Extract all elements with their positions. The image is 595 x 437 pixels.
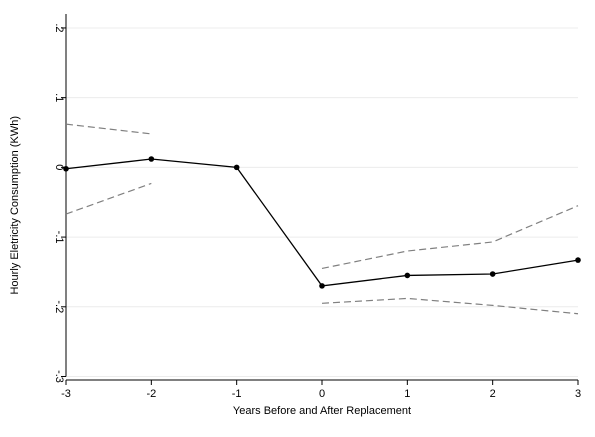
x-tick-label: -2 <box>146 388 156 400</box>
tick-labels: -.3 -.2 -.1 0 .1 .2 -3 -2 -1 0 1 2 3 <box>53 23 581 400</box>
y-tick-label: .2 <box>53 23 65 32</box>
lower-ci-line <box>65 182 152 215</box>
y-tick-label: -.1 <box>53 231 65 244</box>
data-point <box>404 272 411 279</box>
y-tick-label: -.3 <box>53 370 65 383</box>
upper-ci-line <box>65 123 152 135</box>
data-point <box>575 257 581 263</box>
x-tick-label: 1 <box>404 388 410 400</box>
x-tick-label: 0 <box>319 388 325 400</box>
lower-ci-line <box>321 297 579 315</box>
y-tick-label: 0 <box>53 164 65 170</box>
x-tick-label: -1 <box>232 388 242 400</box>
x-tick-label: 3 <box>575 388 581 400</box>
series <box>63 123 581 315</box>
y-tick-label: -.2 <box>53 300 65 313</box>
x-axis-title: Years Before and After Replacement <box>233 405 411 417</box>
y-tick-label: .1 <box>53 93 65 102</box>
y-axis-title: Hourly Eletricity Consumption (KWh) <box>9 116 21 295</box>
x-tick-label: 2 <box>490 388 496 400</box>
data-point <box>63 165 69 172</box>
data-point <box>148 156 155 162</box>
axes <box>61 14 579 385</box>
x-tick-label: -3 <box>61 388 71 400</box>
gridlines <box>66 27 578 378</box>
data-point <box>233 164 240 171</box>
data-point <box>319 283 325 289</box>
data-point <box>489 271 496 277</box>
